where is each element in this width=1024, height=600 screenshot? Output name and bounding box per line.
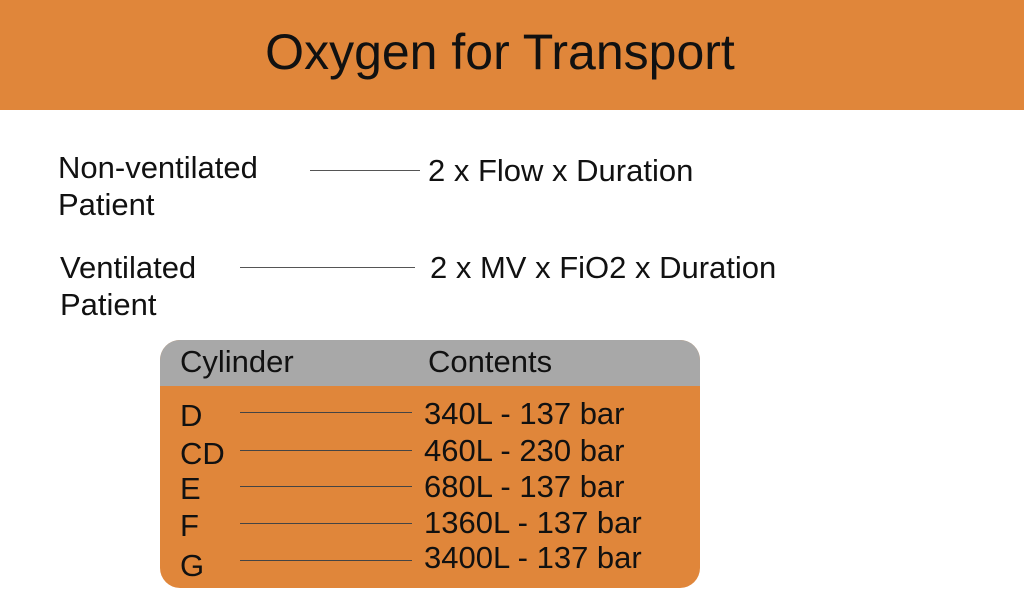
ventilated-label-line2: Patient [60, 287, 157, 322]
ventilated-label: Ventilated Patient [60, 249, 196, 323]
ventilated-connector [240, 267, 415, 268]
cylinder-contents: 460L - 230 bar [424, 433, 625, 468]
header-contents: Contents [428, 344, 553, 379]
cylinder-type: D [180, 398, 203, 433]
cylinder-table: Cylinder Contents D 340L - 137 bar CD 46… [160, 340, 700, 588]
non-ventilated-formula: 2 x Flow x Duration [428, 153, 694, 188]
cylinder-contents: 1360L - 137 bar [424, 505, 642, 540]
ventilated-label-line1: Ventilated [60, 250, 197, 285]
header-cylinder: Cylinder [180, 344, 294, 379]
row-connector [240, 560, 412, 561]
title-banner: Oxygen for Transport [0, 0, 1024, 110]
cylinder-type: F [180, 508, 199, 543]
row-connector [240, 523, 412, 524]
row-connector [240, 450, 412, 451]
cylinder-type: E [180, 471, 201, 506]
cylinder-contents: 340L - 137 bar [424, 396, 625, 431]
non-ventilated-connector [310, 170, 420, 171]
non-ventilated-label-line1: Non-ventilated [58, 150, 258, 185]
table-header: Cylinder Contents [160, 340, 700, 386]
ventilated-formula: 2 x MV x FiO2 x Duration [430, 250, 777, 285]
row-connector [240, 412, 412, 413]
cylinder-contents: 680L - 137 bar [424, 469, 625, 504]
page-title: Oxygen for Transport [265, 24, 735, 80]
cylinder-type: CD [180, 436, 225, 471]
row-connector [240, 486, 412, 487]
cylinder-contents: 3400L - 137 bar [424, 540, 642, 575]
cylinder-type: G [180, 548, 205, 583]
non-ventilated-label-line2: Patient [58, 187, 155, 222]
non-ventilated-label: Non-ventilated Patient [58, 149, 258, 223]
